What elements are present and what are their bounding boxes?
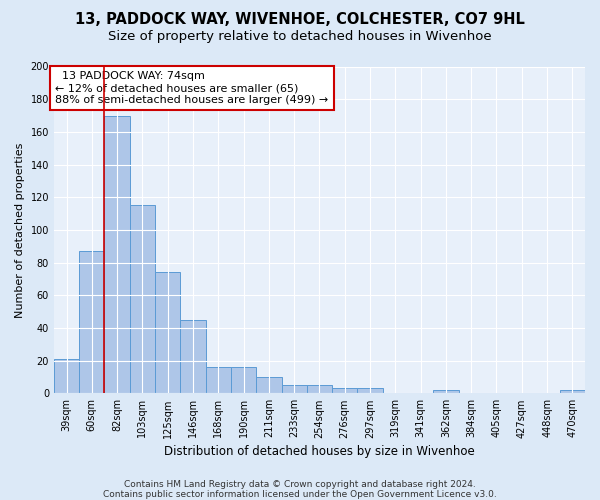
Bar (433, 390, 458, 394)
Bar (181, 320, 206, 394)
Text: 13, PADDOCK WAY, WIVENHOE, COLCHESTER, CO7 9HL: 13, PADDOCK WAY, WIVENHOE, COLCHESTER, C… (75, 12, 525, 28)
Text: Size of property relative to detached houses in Wivenhoe: Size of property relative to detached ho… (108, 30, 492, 43)
Bar (332, 388, 358, 394)
X-axis label: Distribution of detached houses by size in Wivenhoe: Distribution of detached houses by size … (164, 444, 475, 458)
Bar (155, 272, 181, 394)
Bar (231, 367, 256, 394)
Bar (560, 390, 585, 394)
Bar (79, 251, 104, 394)
Bar (130, 206, 155, 394)
Bar (206, 367, 231, 394)
Bar (54, 359, 79, 394)
Bar (256, 377, 281, 394)
Bar (281, 385, 307, 394)
Bar (358, 388, 383, 394)
Text: 13 PADDOCK WAY: 74sqm
← 12% of detached houses are smaller (65)
88% of semi-deta: 13 PADDOCK WAY: 74sqm ← 12% of detached … (55, 72, 328, 104)
Text: Contains HM Land Registry data © Crown copyright and database right 2024.: Contains HM Land Registry data © Crown c… (124, 480, 476, 489)
Bar (307, 385, 332, 394)
Bar (104, 116, 130, 394)
Y-axis label: Number of detached properties: Number of detached properties (15, 142, 25, 318)
Text: Contains public sector information licensed under the Open Government Licence v3: Contains public sector information licen… (103, 490, 497, 499)
